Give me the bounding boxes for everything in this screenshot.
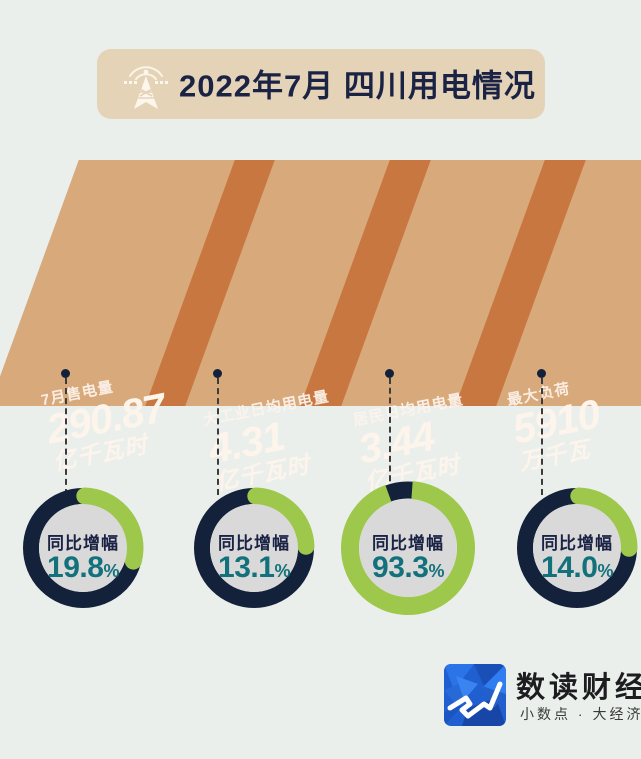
growth-donut-4: 同比增幅 14.0%: [512, 483, 641, 613]
brand-tagline: 小数点 · 大经济: [520, 706, 641, 722]
metric-unit: 万千瓦: [516, 436, 593, 476]
connector-dot-top-2: [213, 369, 222, 378]
connector-line-4: [541, 378, 543, 495]
donut-value-2: 13.1%: [218, 551, 290, 584]
connector-dot-top-1: [61, 369, 70, 378]
connector-dot-top-3: [385, 369, 394, 378]
footer-brand: 数读财经 小数点 · 大经济: [444, 658, 641, 736]
donut-value-3: 93.3%: [372, 551, 444, 584]
donut-progress-arc-4: [516, 487, 638, 609]
donut-label-1: 同比增幅: [47, 534, 119, 553]
donut-progress-arc-2: [193, 487, 315, 609]
brand-name: 数读财经: [516, 672, 641, 704]
connector-line-1: [65, 378, 67, 495]
growth-donut-2: 同比增幅 13.1%: [189, 483, 319, 613]
shudu-caijing-logo-icon: [444, 664, 506, 726]
metric-value: 4.31: [204, 412, 288, 473]
metric-value: 3.44: [354, 412, 438, 473]
donut-label-3: 同比增幅: [372, 534, 444, 553]
donut-label-4: 同比增幅: [541, 534, 613, 553]
metric-unit: 亿千瓦时: [50, 431, 151, 476]
growth-donut-1: 同比增幅 19.8%: [18, 483, 148, 613]
donut-value-4: 14.0%: [541, 551, 613, 584]
connector-line-2: [217, 378, 219, 495]
transmission-tower-icon: [117, 56, 175, 112]
growth-donut-3: 同比增幅 93.3%: [336, 476, 480, 620]
header-banner: 2022年7月 四川用电情况: [97, 49, 545, 119]
connector-dot-top-4: [537, 369, 546, 378]
connector-line-3: [389, 378, 391, 491]
page-title: 2022年7月 四川用电情况: [179, 68, 536, 104]
metric-panels: 7月售电量 290.87 亿千瓦时 大工业日均用电量 4.31 亿千瓦时 居民日…: [0, 160, 641, 495]
donut-progress-arc-1: [22, 487, 144, 609]
donut-value-1: 19.8%: [47, 551, 119, 584]
donut-label-2: 同比增幅: [218, 534, 290, 553]
